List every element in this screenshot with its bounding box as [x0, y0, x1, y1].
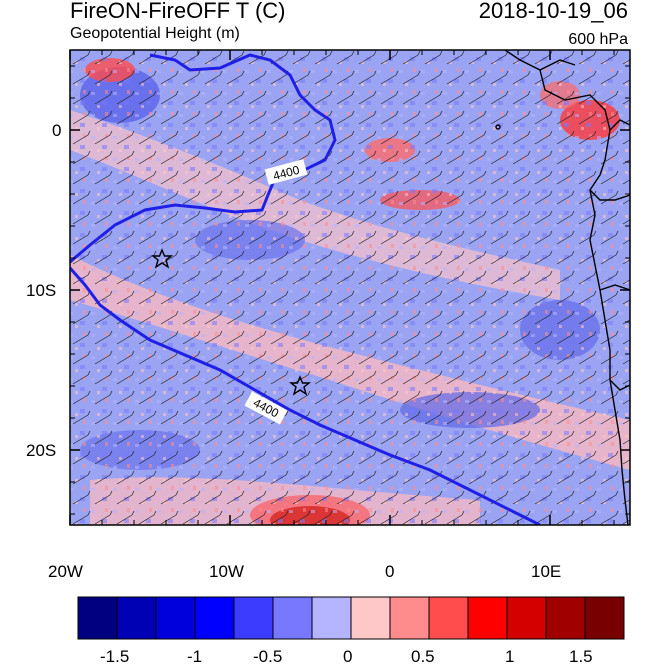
colorbar-swatch — [272, 596, 313, 640]
colorbar-swatch — [116, 596, 157, 640]
lon-label-10e: 10E — [531, 562, 562, 581]
plot-subtitle: Geopotential Height (m) — [70, 25, 240, 42]
pressure-level: 600 hPa — [568, 31, 628, 48]
colorbar-swatch — [194, 596, 235, 640]
map-minor-ticks — [70, 50, 630, 525]
lat-label-20s: 20S — [26, 441, 57, 460]
plot-title: FireON-FireOFF T (C) — [70, 0, 286, 23]
colorbar-label: 1.5 — [569, 647, 593, 666]
temperature-field — [70, 50, 630, 525]
colorbar-label: 0 — [343, 647, 353, 666]
plot-date: 2018-10-19_06 — [478, 0, 628, 23]
colorbar-label: -1 — [187, 647, 203, 666]
star-icon — [289, 375, 311, 396]
colorbar-label: -1.5 — [100, 647, 130, 666]
coastline — [495, 50, 630, 525]
colorbar-swatch — [545, 596, 586, 640]
colorbar-swatch — [77, 596, 118, 640]
star-icon — [151, 248, 173, 269]
lat-label-10s: 10S — [26, 281, 57, 300]
map-frame — [69, 49, 631, 526]
colorbar-swatch — [350, 596, 391, 640]
lon-label-10w: 10W — [209, 562, 244, 581]
colorbar-label: -0.5 — [253, 647, 283, 666]
colorbar-swatch — [506, 596, 547, 640]
colorbar-swatch — [467, 596, 508, 640]
lat-label-0: 0 — [52, 121, 62, 140]
colorbar-swatch — [389, 596, 430, 640]
lon-label-20w: 20W — [48, 562, 83, 581]
colorbar-swatch — [311, 596, 352, 640]
lon-label-0: 0 — [385, 562, 395, 581]
colorbar-swatch — [233, 596, 274, 640]
geopotential-contour: 4400 4400 — [70, 53, 541, 525]
colorbar-label: 0.5 — [411, 647, 435, 666]
colorbar-swatch — [428, 596, 469, 640]
colorbar — [77, 596, 625, 640]
contour-label-north: 4400 — [272, 163, 302, 184]
colorbar-label: 1 — [505, 647, 515, 666]
colorbar-swatch — [584, 596, 625, 640]
colorbar-swatch — [155, 596, 196, 640]
